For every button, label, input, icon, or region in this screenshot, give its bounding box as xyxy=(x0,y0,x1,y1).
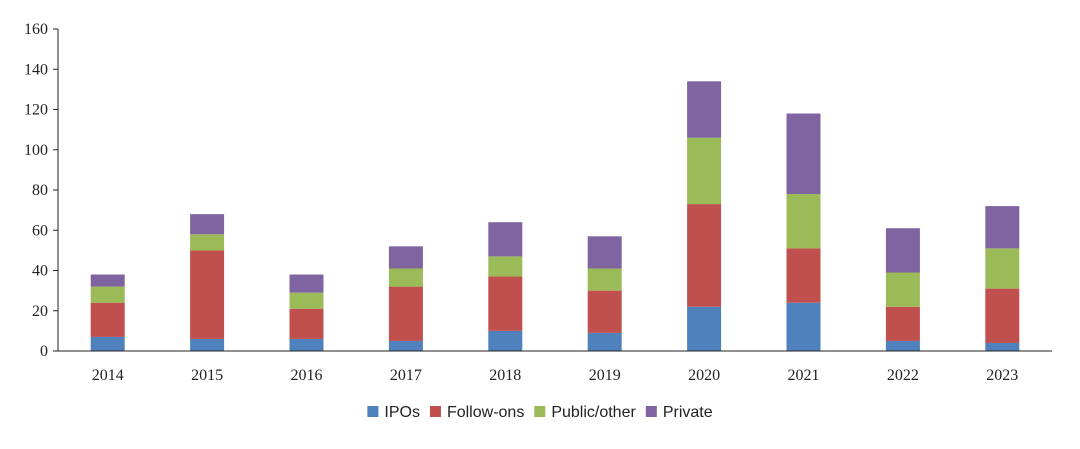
bar-segment xyxy=(90,336,125,351)
bar-segment xyxy=(488,256,523,277)
bar-segment xyxy=(786,194,821,249)
legend-swatch xyxy=(534,406,546,417)
bar-segment xyxy=(190,250,225,339)
y-tick-label: 100 xyxy=(24,142,48,159)
bar-segment xyxy=(985,288,1020,343)
x-tick-label: 2017 xyxy=(390,367,422,384)
legend-swatch xyxy=(367,406,379,417)
x-tick-label: 2021 xyxy=(788,367,820,384)
bar-segment xyxy=(90,302,125,337)
bar-segment xyxy=(786,248,821,303)
bar-segment xyxy=(985,206,1020,249)
bar-segment xyxy=(587,236,622,269)
x-axis-ticks: 2014 2015 2016 2017 2018 2019 2020 2021 2022 2023 xyxy=(92,367,1019,384)
x-tick-label: 2022 xyxy=(887,367,919,384)
bar-segment xyxy=(190,234,225,251)
bar-segment xyxy=(587,290,622,333)
legend-label: Public/other xyxy=(551,404,636,421)
bar-segment xyxy=(289,308,324,339)
bar-segment xyxy=(388,340,423,351)
bar-segment xyxy=(985,248,1020,289)
y-tick-label: 60 xyxy=(32,222,48,239)
bar-segment xyxy=(289,338,324,351)
y-tick-label: 20 xyxy=(32,303,48,320)
bar-segment xyxy=(488,222,523,257)
bar-segment xyxy=(90,286,125,303)
bar-segment xyxy=(289,292,324,309)
bar-segment xyxy=(488,330,523,351)
bar-segment xyxy=(885,306,920,341)
legend-label: IPOs xyxy=(384,404,420,421)
bar-segment xyxy=(388,268,423,287)
y-axis-ticks: 0 20 40 60 80 100 120 140 160 xyxy=(24,21,58,360)
legend-label: Private xyxy=(663,404,713,421)
bar-segment xyxy=(90,274,125,287)
x-tick-label: 2023 xyxy=(986,367,1018,384)
bar-segment xyxy=(190,338,225,351)
y-tick-label: 40 xyxy=(32,263,48,280)
x-tick-label: 2018 xyxy=(489,367,521,384)
x-tick-label: 2020 xyxy=(688,367,720,384)
y-tick-label: 0 xyxy=(40,343,48,360)
legend-swatch xyxy=(429,406,441,417)
bars-group xyxy=(90,81,1020,351)
bar-segment xyxy=(885,272,920,307)
bar-segment xyxy=(190,214,225,235)
bar-segment xyxy=(587,332,622,351)
bar-segment xyxy=(289,274,324,293)
y-tick-label: 80 xyxy=(32,182,48,199)
bar-segment xyxy=(687,81,722,138)
bar-segment xyxy=(687,306,722,351)
x-tick-label: 2015 xyxy=(191,367,223,384)
bar-segment xyxy=(985,342,1020,351)
x-tick-label: 2019 xyxy=(589,367,621,384)
bar-segment xyxy=(885,228,920,273)
bar-segment xyxy=(488,276,523,331)
bar-segment xyxy=(687,204,722,307)
x-tick-label: 2014 xyxy=(92,367,124,384)
bar-segment xyxy=(885,340,920,351)
bar-segment xyxy=(786,302,821,351)
legend-swatch xyxy=(645,406,657,417)
bar-segment xyxy=(388,246,423,269)
bar-segment xyxy=(388,286,423,341)
bar-segment xyxy=(687,137,722,205)
y-tick-label: 140 xyxy=(24,61,48,78)
y-tick-label: 120 xyxy=(24,102,48,119)
bar-segment xyxy=(786,113,821,195)
y-tick-label: 160 xyxy=(24,21,48,38)
legend-label: Follow-ons xyxy=(447,404,524,421)
bar-segment xyxy=(587,268,622,291)
x-tick-label: 2016 xyxy=(291,367,323,384)
legend: IPOs Follow-ons Public/other Private xyxy=(367,404,713,421)
